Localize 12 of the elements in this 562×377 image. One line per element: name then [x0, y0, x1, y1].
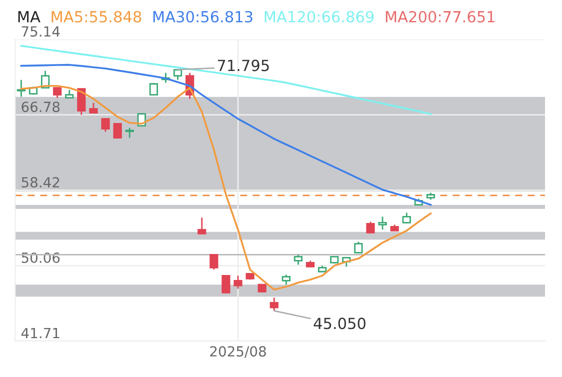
- y-tick-label: 41.71: [21, 328, 60, 338]
- y-tick-label: 58.42: [22, 177, 60, 188]
- legend-label: MA200:77.651: [386, 10, 494, 23]
- y-tick-label: 75.14: [22, 26, 60, 37]
- text: MA5:55.848: [52, 10, 142, 23]
- x-tick-label: 2025/08: [210, 346, 266, 358]
- text: MA120:66.869: [264, 10, 374, 23]
- legend-title: MA: [18, 11, 40, 22]
- y-tick-label: 66.78: [22, 102, 60, 112]
- annotation: 71.795: [218, 60, 269, 72]
- annotation: 45.050: [314, 318, 366, 330]
- text: MA30:56.813: [153, 10, 252, 23]
